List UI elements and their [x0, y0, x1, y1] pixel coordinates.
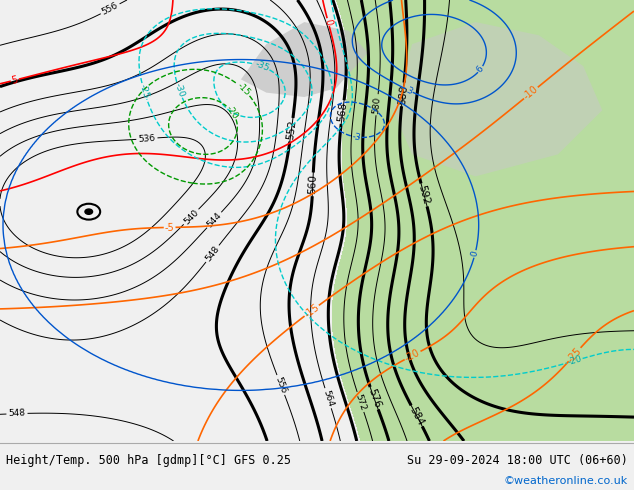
Text: 580: 580	[372, 96, 382, 114]
Text: 548: 548	[8, 409, 25, 418]
Text: -15: -15	[235, 81, 252, 98]
Text: 572: 572	[354, 392, 368, 412]
Text: -15: -15	[302, 302, 321, 319]
Text: 560: 560	[307, 174, 318, 195]
Text: 3: 3	[404, 85, 414, 96]
Text: -25: -25	[566, 345, 584, 364]
Text: 588: 588	[397, 84, 409, 105]
Text: 544: 544	[205, 211, 223, 229]
Text: 568: 568	[337, 101, 349, 122]
Text: 0: 0	[470, 250, 480, 258]
Text: -35: -35	[254, 60, 270, 73]
Text: 5: 5	[11, 74, 19, 86]
Text: -5: -5	[165, 222, 174, 233]
Text: 556: 556	[100, 1, 120, 17]
Text: 540: 540	[182, 208, 200, 226]
Text: 536: 536	[138, 134, 156, 144]
Text: 0: 0	[323, 18, 333, 26]
Text: 548: 548	[204, 244, 221, 263]
Text: 564: 564	[321, 389, 335, 408]
Text: 552: 552	[285, 119, 298, 140]
Text: 584: 584	[408, 405, 426, 427]
Text: -3: -3	[351, 132, 361, 142]
Text: 592: 592	[417, 184, 432, 206]
Polygon shape	[393, 22, 602, 176]
Text: -10: -10	[522, 84, 540, 102]
Text: ©weatheronline.co.uk: ©weatheronline.co.uk	[503, 476, 628, 486]
Text: Height/Temp. 500 hPa [gdmp][°C] GFS 0.25: Height/Temp. 500 hPa [gdmp][°C] GFS 0.25	[6, 454, 292, 467]
Polygon shape	[241, 22, 368, 97]
Text: -25: -25	[138, 83, 151, 99]
Text: 556: 556	[273, 375, 288, 394]
Text: 576: 576	[366, 387, 382, 409]
Circle shape	[85, 209, 93, 214]
Text: -20: -20	[403, 347, 422, 364]
Text: -30: -30	[172, 81, 186, 98]
Text: Su 29-09-2024 18:00 UTC (06+60): Su 29-09-2024 18:00 UTC (06+60)	[407, 454, 628, 467]
Text: -20: -20	[224, 103, 240, 121]
Text: -20: -20	[566, 354, 583, 367]
Text: 6: 6	[475, 64, 486, 74]
